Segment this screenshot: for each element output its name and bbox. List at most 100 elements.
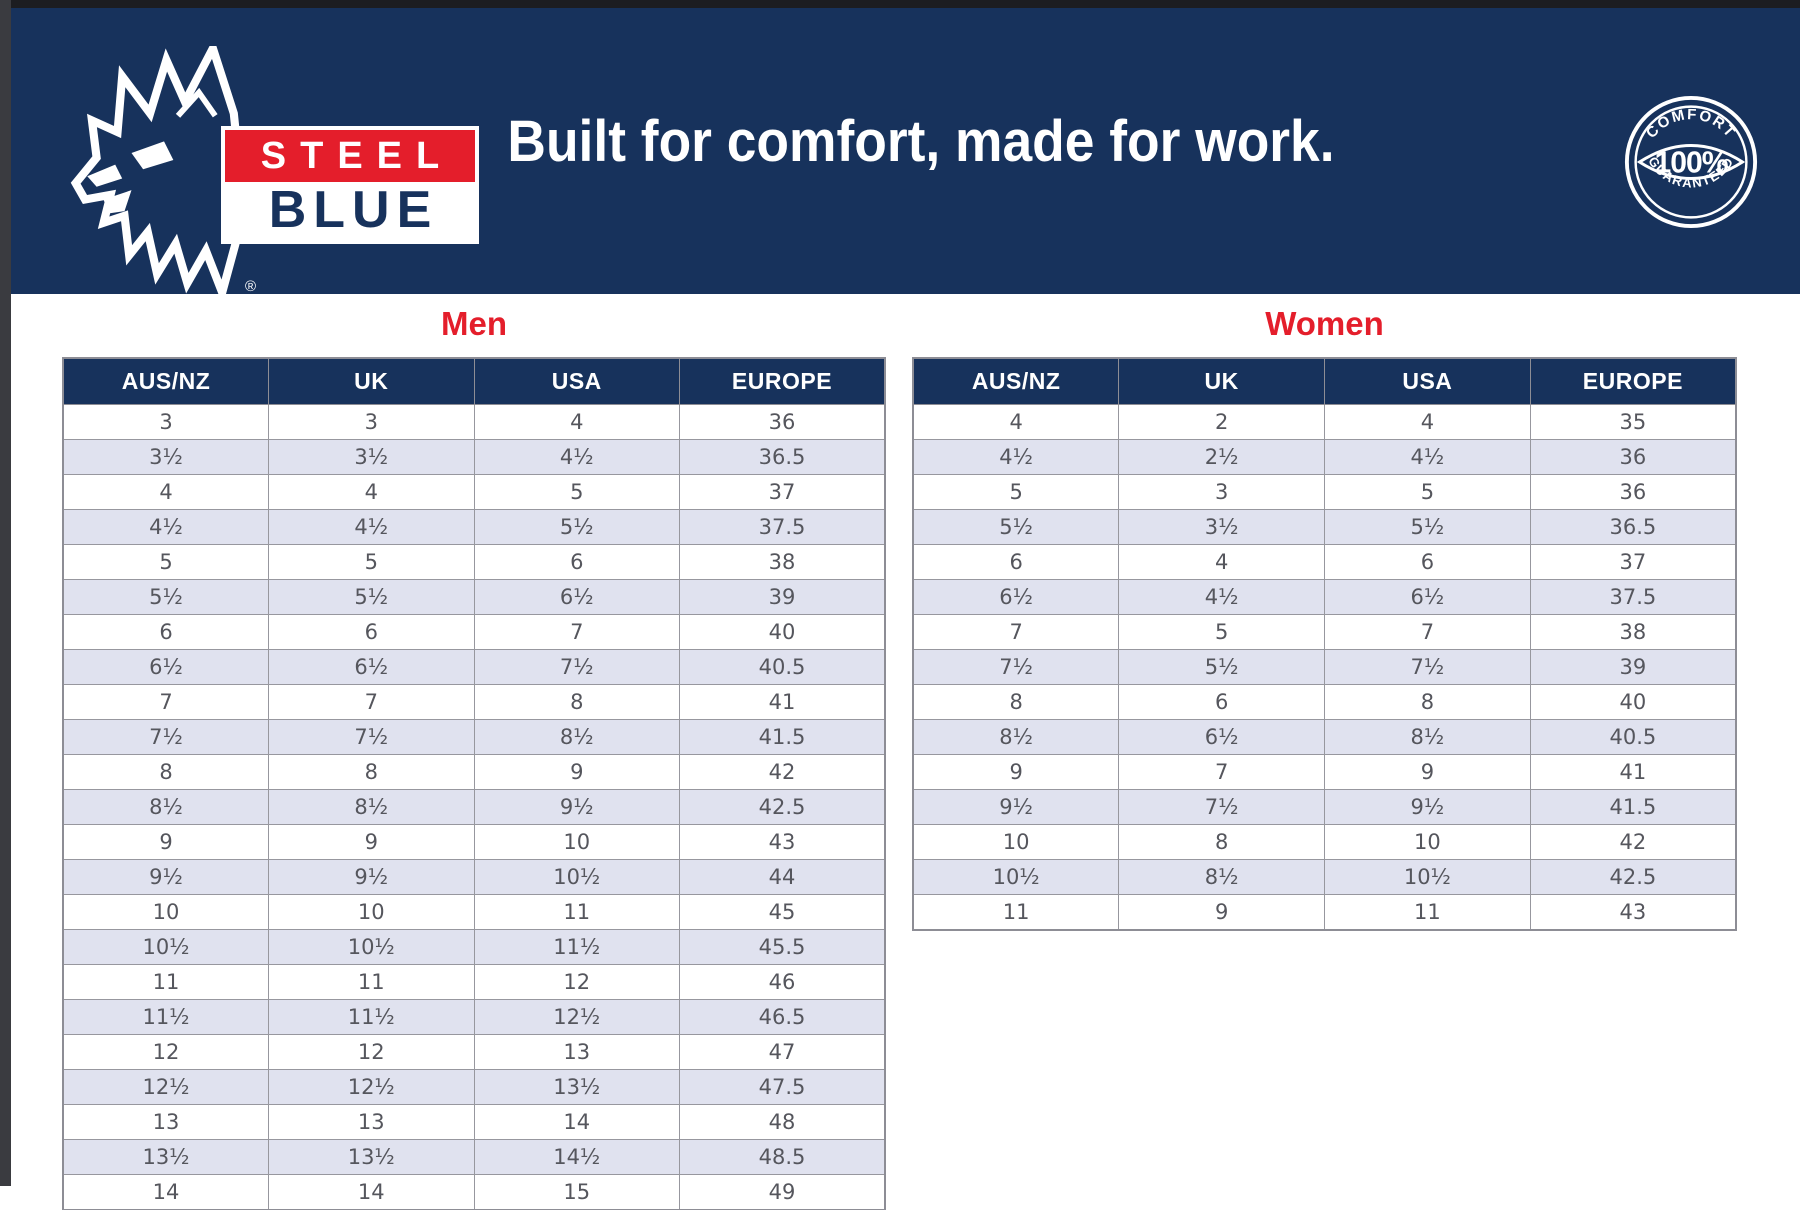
size-cell: 5½ (912, 509, 1120, 545)
size-cell: 13 (473, 1034, 680, 1070)
size-cell: 14 (473, 1104, 680, 1140)
size-cell: 42 (1529, 824, 1737, 860)
size-cell: 4 (62, 474, 269, 510)
size-cell: 5½ (268, 579, 475, 615)
women-size-table: AUS/NZ UK USA EUROPE 4 2 4 35 4½ 2½ 4½ 36 5 3 5 36 5½ 3½ 5… (912, 357, 1737, 931)
size-cell: 8 (62, 754, 269, 790)
size-cell: 37 (1529, 544, 1737, 580)
size-cell: 41 (1529, 754, 1737, 790)
size-row: 9½ 7½ 9½ 41.5 (912, 789, 1737, 825)
tagline: Built for comfort, made for work. (507, 109, 1335, 174)
size-cell: 5½ (1118, 649, 1325, 685)
size-cell: 13½ (268, 1139, 475, 1175)
size-cell: 10½ (62, 929, 269, 965)
wordmark-blue: BLUE (225, 182, 475, 240)
size-cell: 10 (62, 894, 269, 930)
size-row: 8½ 6½ 8½ 40.5 (912, 719, 1737, 755)
size-cell: 8 (1324, 684, 1531, 720)
size-cell: 14 (268, 1174, 475, 1210)
size-row: 11 11 12 46 (62, 964, 886, 1000)
size-cell: 7 (473, 614, 680, 650)
size-cell: 36.5 (1529, 509, 1737, 545)
badge-top-text: COMFORT (1643, 106, 1738, 142)
column-header: EUROPE (1529, 357, 1737, 405)
size-row: 5½ 3½ 5½ 36.5 (912, 509, 1737, 545)
size-cell: 7½ (473, 649, 680, 685)
size-cell: 7½ (62, 719, 269, 755)
size-cell: 40 (1529, 684, 1737, 720)
size-row: 11 9 11 43 (912, 894, 1737, 931)
size-cell: 40.5 (679, 649, 886, 685)
column-header: EUROPE (679, 357, 886, 405)
size-cell: 5½ (1324, 509, 1531, 545)
size-cell: 41.5 (1529, 789, 1737, 825)
column-header: UK (1118, 357, 1325, 405)
size-cell: 4½ (473, 439, 680, 475)
size-cell: 3½ (1118, 509, 1325, 545)
size-cell: 44 (679, 859, 886, 895)
men-size-table: AUS/NZ UK USA EUROPE 3 3 4 36 3½ 3½ 4½ 36.5 4 4 5 37 4½ 4… (62, 357, 886, 1210)
size-cell: 6 (268, 614, 475, 650)
size-cell: 11½ (268, 999, 475, 1035)
size-cell: 8½ (62, 789, 269, 825)
size-cell: 5½ (62, 579, 269, 615)
size-row: 10½ 10½ 11½ 45.5 (62, 929, 886, 965)
steel-blue-wordmark: STEEL BLUE (221, 126, 479, 244)
size-row: 6½ 4½ 6½ 37.5 (912, 579, 1737, 615)
size-cell: 9½ (268, 859, 475, 895)
size-cell: 40 (679, 614, 886, 650)
size-cell: 8½ (268, 789, 475, 825)
size-cell: 46.5 (679, 999, 886, 1035)
size-cell: 11 (473, 894, 680, 930)
size-cell: 8½ (473, 719, 680, 755)
size-cell: 35 (1529, 404, 1737, 440)
size-cell: 4½ (1324, 439, 1531, 475)
size-cell: 13 (62, 1104, 269, 1140)
size-cell: 8½ (1118, 859, 1325, 895)
size-cell: 36 (679, 404, 886, 440)
wordmark-steel: STEEL (225, 130, 475, 182)
size-cell: 13 (268, 1104, 475, 1140)
size-cell: 45.5 (679, 929, 886, 965)
size-cell: 43 (1529, 894, 1737, 931)
size-cell: 12½ (62, 1069, 269, 1105)
size-row: 8½ 8½ 9½ 42.5 (62, 789, 886, 825)
size-cell: 9 (473, 754, 680, 790)
size-cell: 43 (679, 824, 886, 860)
size-cell: 2½ (1118, 439, 1325, 475)
size-cell: 40.5 (1529, 719, 1737, 755)
size-cell: 6 (912, 544, 1120, 580)
size-cell: 5 (268, 544, 475, 580)
size-row: 12 12 13 47 (62, 1034, 886, 1070)
size-cell: 42.5 (679, 789, 886, 825)
size-cell: 11 (268, 964, 475, 1000)
size-row: 9 7 9 41 (912, 754, 1737, 790)
size-cell: 6½ (473, 579, 680, 615)
size-row: 6½ 6½ 7½ 40.5 (62, 649, 886, 685)
size-cell: 6 (1118, 684, 1325, 720)
size-cell: 6½ (62, 649, 269, 685)
size-row: 4½ 4½ 5½ 37.5 (62, 509, 886, 545)
size-cell: 36.5 (679, 439, 886, 475)
size-cell: 12 (268, 1034, 475, 1070)
size-row: 10 8 10 42 (912, 824, 1737, 860)
size-cell: 12 (62, 1034, 269, 1070)
size-cell: 7½ (1118, 789, 1325, 825)
size-cell: 6½ (912, 579, 1120, 615)
size-cell: 6 (473, 544, 680, 580)
size-cell: 2 (1118, 404, 1325, 440)
size-row: 14 14 15 49 (62, 1174, 886, 1210)
comfort-guarantee-badge: COMFORT GUARANTEED 100% (1624, 95, 1758, 229)
header-row: AUS/NZ UK USA EUROPE (62, 357, 886, 405)
size-row: 8 6 8 40 (912, 684, 1737, 720)
size-cell: 8 (268, 754, 475, 790)
size-cell: 47.5 (679, 1069, 886, 1105)
size-row: 6 6 7 40 (62, 614, 886, 650)
size-cell: 45 (679, 894, 886, 930)
steel-blue-logo: STEEL BLUE ® (59, 46, 489, 296)
size-cell: 7 (1118, 754, 1325, 790)
size-cell: 4 (1324, 404, 1531, 440)
size-cell: 6 (1324, 544, 1531, 580)
size-cell: 39 (1529, 649, 1737, 685)
